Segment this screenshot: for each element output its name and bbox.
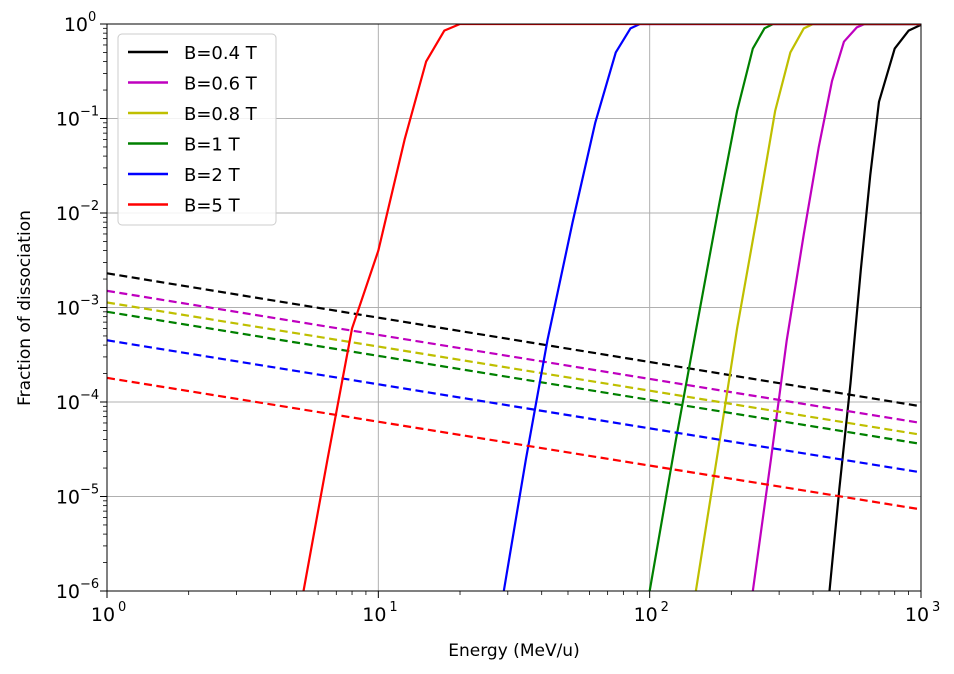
x-tick-label: 10	[91, 604, 115, 626]
x-tick-exponent: 2	[661, 600, 669, 615]
series-solid-line-5	[302, 24, 921, 591]
x-tick-label: 10	[905, 604, 929, 626]
legend-label: B=2 T	[184, 165, 241, 186]
series-solid-line-1	[751, 24, 921, 591]
x-tick-exponent: 3	[932, 600, 940, 615]
series-lines	[107, 24, 921, 591]
y-axis-label: Fraction of dissociation	[15, 210, 35, 406]
y-tick-label: 10	[56, 203, 80, 225]
legend-label: B=0.4 T	[184, 43, 258, 64]
y-tick-exponent: −1	[80, 105, 99, 120]
legend-label: B=1 T	[184, 135, 241, 156]
y-tick-label: 10	[56, 487, 80, 509]
y-tick-label: 10	[56, 581, 80, 603]
y-tick-exponent: −2	[80, 199, 99, 214]
x-tick-label: 10	[634, 604, 658, 626]
y-tick-label: 10	[56, 109, 80, 131]
legend: B=0.4 T B=0.6 T B=0.8 T B=1 T B=2 T B=5 T	[117, 33, 277, 226]
series-solid-line-4	[502, 24, 921, 591]
series-solid-line-0	[828, 24, 921, 591]
y-tick-label: 10	[64, 14, 88, 36]
y-tick-exponent: −4	[80, 388, 99, 403]
legend-label: B=0.8 T	[184, 104, 258, 125]
x-tick-label: 10	[362, 604, 386, 626]
y-tick-label: 10	[56, 392, 80, 414]
x-axis-label: Energy (MeV/u)	[448, 641, 579, 661]
y-tick-exponent: −5	[80, 483, 99, 498]
y-tick-label: 10	[56, 298, 80, 320]
y-tick-exponent: 0	[88, 10, 96, 25]
x-tick-exponent: 1	[389, 600, 397, 615]
y-tick-exponent: −3	[80, 294, 99, 309]
y-tick-exponent: −6	[80, 577, 99, 592]
legend-label: B=0.6 T	[184, 74, 258, 95]
minor-ticks	[103, 27, 909, 595]
legend-label: B=5 T	[184, 196, 241, 217]
series-solid-line-2	[694, 24, 921, 591]
x-tick-exponent: 0	[118, 600, 126, 615]
series-solid-line-3	[648, 24, 921, 591]
x-axis-ticks: 10 0 10 1 10 2 10 3	[91, 591, 940, 626]
